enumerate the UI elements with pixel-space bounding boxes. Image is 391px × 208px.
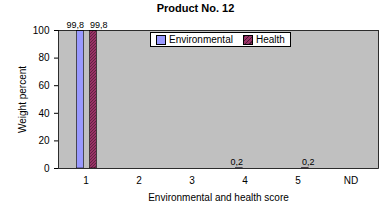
- svg-text:Environmental and health score: Environmental and health score: [148, 192, 289, 203]
- html-text:Health: Health: [255, 34, 285, 45]
- svg-text:80: 80: [38, 52, 50, 63]
- svg-text:ND: ND: [344, 175, 358, 186]
- html-text:Product No. 12: Product No. 12: [156, 2, 235, 14]
- svg-text:99,8: 99,8: [90, 20, 108, 30]
- svg-text:5: 5: [295, 175, 301, 186]
- svg-text:20: 20: [38, 135, 50, 146]
- svg-text:60: 60: [38, 80, 50, 91]
- svg-text:1: 1: [83, 175, 89, 186]
- svg-text:40: 40: [38, 108, 50, 119]
- svg-text:0: 0: [44, 163, 50, 174]
- svg-text:2: 2: [136, 175, 142, 186]
- svg-text:0,2: 0,2: [230, 157, 243, 167]
- svg-text:99,8: 99,8: [66, 20, 84, 30]
- svg-text:3: 3: [189, 175, 195, 186]
- svg-text:4: 4: [242, 175, 248, 186]
- html-text:Environmental: Environmental: [169, 34, 233, 45]
- svg-text:0,2: 0,2: [302, 157, 315, 167]
- svg-text:100: 100: [33, 25, 50, 36]
- svg-text:Weight percent: Weight percent: [17, 66, 28, 133]
